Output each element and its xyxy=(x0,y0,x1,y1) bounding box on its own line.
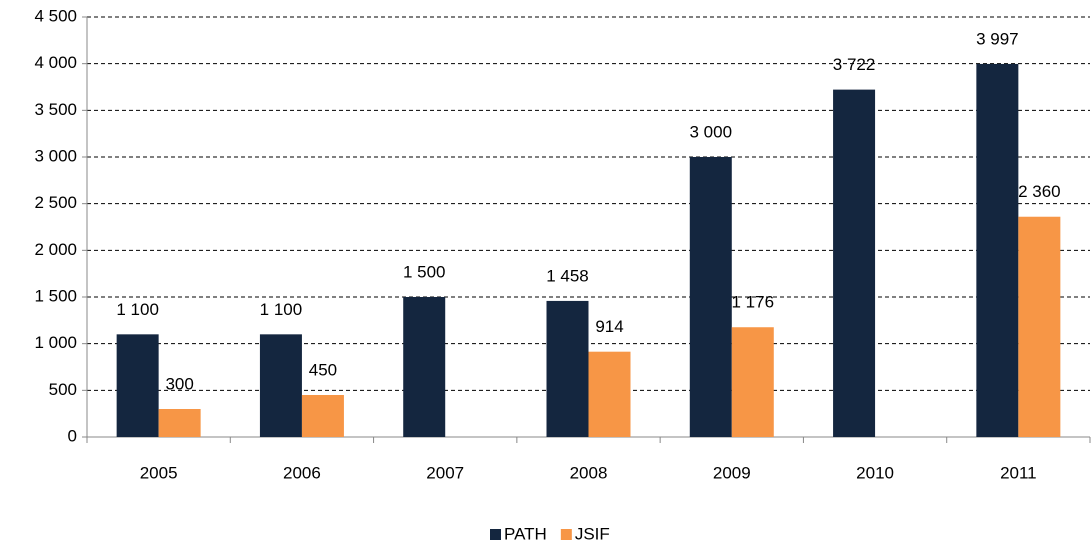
data-label: 3 997 xyxy=(976,29,1019,48)
bar xyxy=(833,89,876,437)
legend-label: JSIF xyxy=(575,524,610,543)
y-tick-label: 1 000 xyxy=(34,333,77,352)
bar xyxy=(403,297,446,437)
data-label: 1 500 xyxy=(403,262,446,281)
y-tick-label: 3 000 xyxy=(34,146,77,165)
x-tick-label: 2010 xyxy=(856,463,894,482)
y-tick-label: 1 500 xyxy=(34,286,77,305)
data-label: 1 458 xyxy=(546,266,589,285)
bar xyxy=(1018,216,1061,437)
y-tick-label: 4 500 xyxy=(34,6,77,25)
bar xyxy=(259,334,302,437)
y-tick-label: 500 xyxy=(49,380,77,399)
legend-swatch xyxy=(490,529,501,540)
x-tick-label: 2007 xyxy=(426,463,464,482)
y-tick-label: 2 500 xyxy=(34,193,77,212)
data-label: 3 000 xyxy=(690,122,733,141)
data-label: 914 xyxy=(595,317,623,336)
bar xyxy=(546,300,589,437)
x-tick-label: 2006 xyxy=(283,463,321,482)
legend-swatch xyxy=(560,529,572,540)
y-tick-label: 0 xyxy=(68,426,77,445)
x-tick-label: 2008 xyxy=(570,463,608,482)
data-label: 300 xyxy=(165,374,193,393)
data-label: 1 176 xyxy=(732,293,775,312)
bar xyxy=(689,157,732,437)
data-label: 3 722 xyxy=(833,55,876,74)
bar xyxy=(731,327,774,437)
y-tick-label: 3 500 xyxy=(34,100,77,119)
x-tick-label: 2011 xyxy=(1000,463,1037,482)
bar xyxy=(976,63,1019,438)
data-label: 1 100 xyxy=(260,300,303,319)
bar xyxy=(588,351,631,437)
x-tick-label: 2009 xyxy=(713,463,751,482)
legend-label: PATH xyxy=(504,524,547,543)
data-label: 2 360 xyxy=(1018,182,1061,201)
data-label: 450 xyxy=(309,360,337,379)
data-label: 1 100 xyxy=(116,300,159,319)
bar xyxy=(158,409,201,437)
bar xyxy=(116,334,159,437)
y-tick-label: 4 000 xyxy=(34,53,77,72)
x-tick-label: 2005 xyxy=(140,463,178,482)
bar xyxy=(301,395,344,437)
y-tick-label: 2 000 xyxy=(34,240,77,259)
